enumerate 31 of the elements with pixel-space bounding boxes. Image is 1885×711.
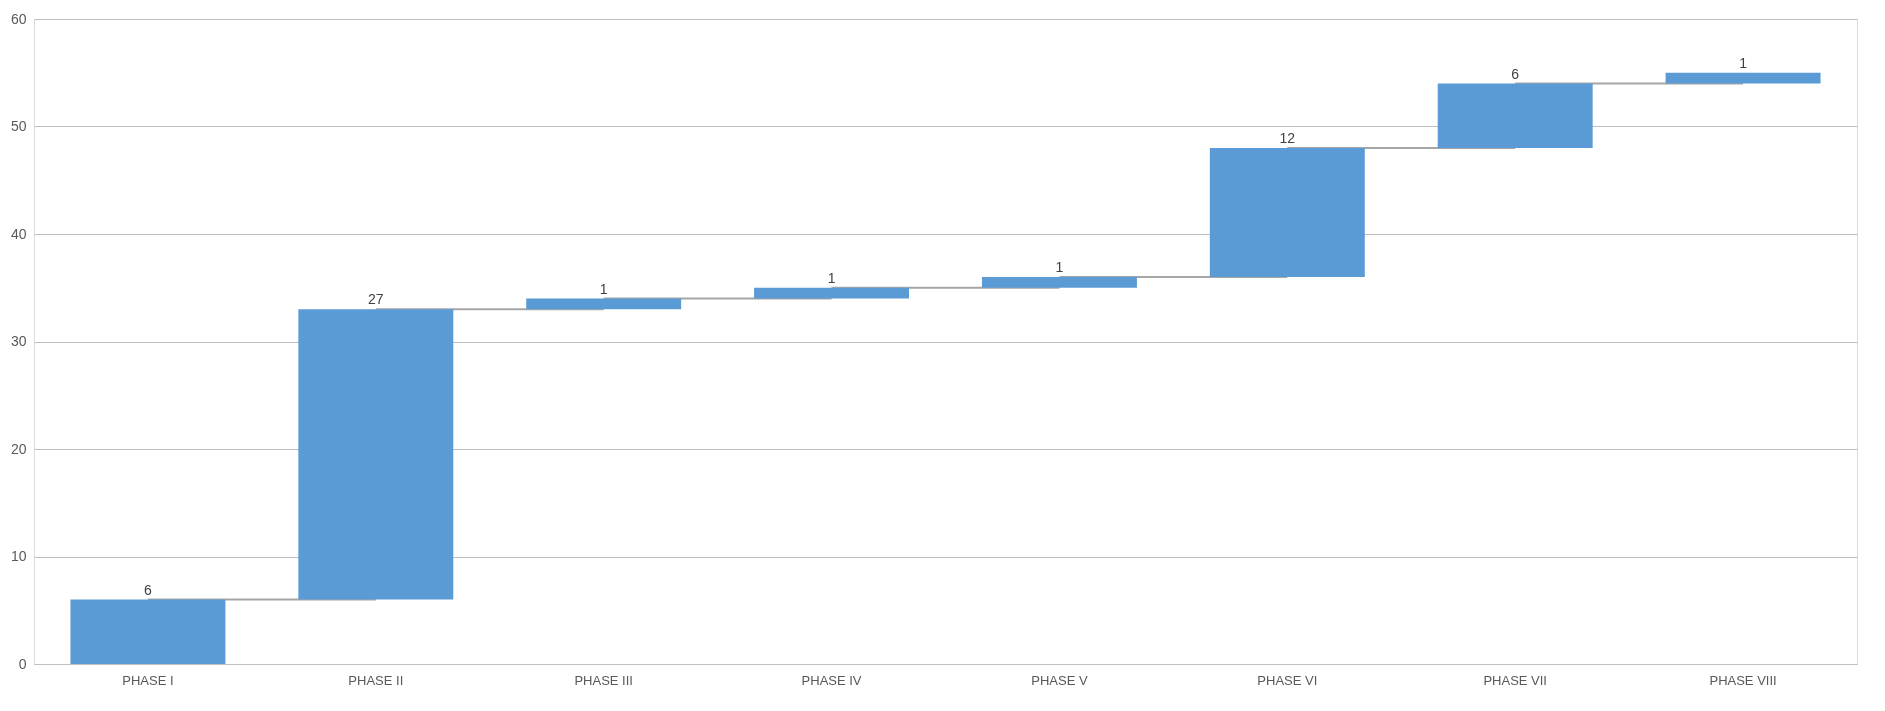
bar <box>1437 83 1593 148</box>
data-label: 12 <box>1279 130 1296 146</box>
y-tick-label: 30 <box>10 333 27 349</box>
y-tick-label: 20 <box>10 440 27 457</box>
y-tick-label: 0 <box>18 655 27 672</box>
bar <box>70 599 226 664</box>
x-tick-label: PHASE IV <box>801 672 862 688</box>
x-tick-label: PHASE I <box>122 672 174 688</box>
x-tick-label: PHASE VII <box>1483 672 1547 688</box>
data-label: 1 <box>599 280 608 297</box>
y-tick-label: 60 <box>10 10 27 27</box>
data-label: 6 <box>1511 65 1520 82</box>
y-tick-label: 40 <box>10 225 27 242</box>
bar <box>298 309 454 600</box>
data-label: 27 <box>368 291 384 308</box>
x-tick-label: PHASE V <box>1031 672 1088 688</box>
data-label: 6 <box>144 581 153 598</box>
bar <box>1209 148 1365 277</box>
y-tick-label: 50 <box>10 118 27 134</box>
data-label: 1 <box>1739 54 1748 71</box>
bar <box>526 298 682 310</box>
data-label: 1 <box>827 269 836 286</box>
bar <box>1665 72 1821 84</box>
y-tick-label: 10 <box>10 548 27 564</box>
data-label: 1 <box>1055 259 1064 275</box>
x-tick-label: PHASE VI <box>1257 672 1318 688</box>
bar <box>981 277 1137 288</box>
x-tick-label: PHASE II <box>348 672 404 688</box>
x-tick-label: PHASE VIII <box>1709 672 1777 688</box>
bar <box>754 287 910 299</box>
x-tick-label: PHASE III <box>574 672 633 688</box>
